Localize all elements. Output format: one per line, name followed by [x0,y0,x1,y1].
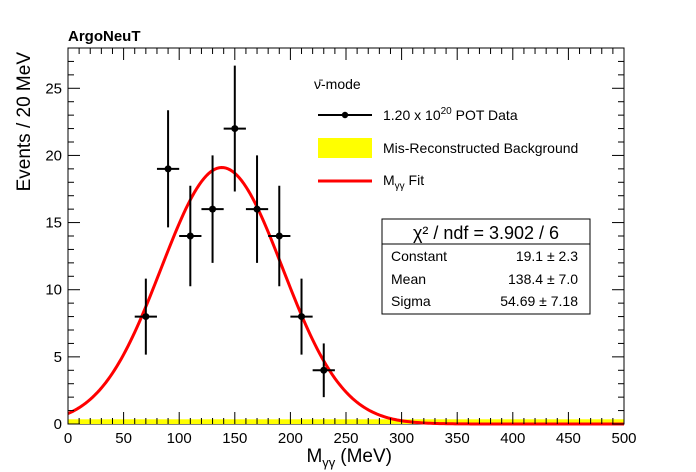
fit-stats-label-mean: Mean [391,271,426,287]
fit-curve [67,166,624,426]
y-tick-label: 5 [54,349,62,366]
x-tick-label: 0 [64,430,72,447]
data-marker [275,232,283,240]
data-marker [186,232,194,240]
x-tick-label: 300 [389,430,414,447]
x-axis-label-main: M [306,446,322,467]
y-tick-label: 0 [54,416,62,433]
x-tick-label: 500 [611,430,636,447]
x-tick-label: 400 [500,430,525,447]
data-point [312,343,335,398]
data-point [156,110,180,228]
x-axis-label: Mγγ (MeV) [306,446,392,470]
data-point [134,278,157,355]
fit-stats-value-sigma-num: 54.69 [500,293,535,309]
data-point [201,155,224,263]
fit-stats-value-constant-err: 2.3 [559,248,579,264]
legend-fit-main: M [383,172,395,188]
x-tick-label: 450 [556,430,581,447]
data-marker [298,313,306,321]
fit-stats-label-sigma: Sigma [391,293,431,309]
data-marker [164,165,172,173]
pm-sign: ± [543,248,558,264]
data-marker [142,313,150,321]
x-tick-label: 200 [278,430,303,447]
legend-fit-suffix: Fit [405,172,425,188]
legend: ν̄-mode 1.20 x 1020 POT Data Mis-Reconst… [314,76,578,192]
y-tick-label: 20 [45,147,62,164]
y-axis-label: Events / 20 MeV [14,52,35,192]
data-point [245,155,269,263]
y-tick-label: 25 [45,80,62,97]
y-tick-label: 15 [45,215,62,232]
x-tick-label: 100 [167,430,192,447]
data-layer [134,65,335,398]
legend-mode: ν̄-mode [314,76,361,92]
y-tick-label: 10 [45,282,62,299]
x-tick-label: 50 [115,430,132,447]
axis-ticks: 0 50 100 150 200 250 300 350 400 450 500 0 5 10 15 20 25 [45,47,637,447]
fit-stats-value-mean-num: 138.4 [508,271,543,287]
x-axis-label-sub: γγ [322,455,336,470]
legend-data-label: 1.20 x 1020 POT Data [383,106,518,123]
x-tick-label: 150 [222,430,247,447]
data-marker [231,125,239,133]
fit-stats-box: χ² / ndf = 3.902 / 6 Constant 19.1 ± 2.3… [381,218,591,315]
fit-stats-value-mean-err: 7.0 [559,271,579,287]
x-tick-label: 250 [333,430,358,447]
pm-sign: ± [543,271,558,287]
legend-background-label: Mis-Reconstructed Background [383,140,578,156]
data-marker [253,205,261,213]
legend-data-marker [341,111,349,119]
pm-sign: ± [535,293,550,309]
fit-stats-value-sigma-err: 7.18 [551,293,578,309]
legend-data-exp: 20 [441,106,453,117]
fit-stats-value-mean: 138.4 ± 7.0 [508,271,578,287]
fit-stats-label-constant: Constant [391,248,447,264]
x-axis-label-unit: (MeV) [340,446,392,467]
fit-layer [67,166,624,426]
data-point [290,278,313,355]
fit-stats-title: χ² / ndf = 3.902 / 6 [413,223,559,243]
legend-data-prefix: 1.20 x 10 [383,107,441,123]
data-point [223,65,246,192]
experiment-label: ArgoNeuT [68,28,141,45]
fit-stats-value-constant: 19.1 ± 2.3 [516,248,578,264]
fit-stats-frame [381,218,591,315]
legend-fit-sub: γγ [395,181,405,192]
legend-background-swatch [318,138,372,158]
fit-stats-value-constant-num: 19.1 [516,248,543,264]
legend-fit-label: Mγγ Fit [383,172,424,192]
legend-data-suffix: POT Data [452,107,518,123]
data-marker [209,205,217,213]
data-marker [320,366,328,374]
data-point [268,185,291,287]
data-point [179,185,202,287]
fit-stats-value-sigma: 54.69 ± 7.18 [500,293,578,309]
x-tick-label: 350 [445,430,470,447]
